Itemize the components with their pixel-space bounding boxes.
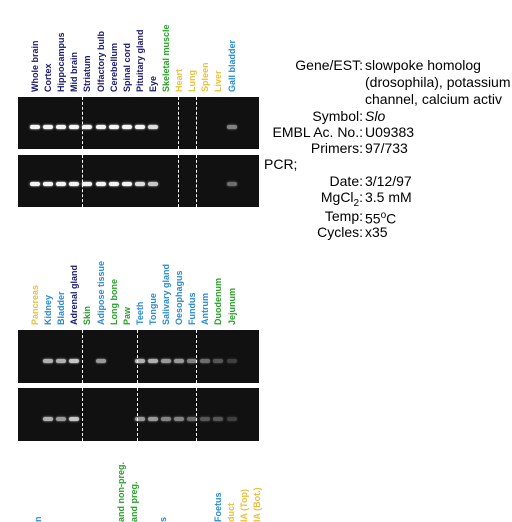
primers-key: Primers: <box>311 140 363 156</box>
gene-line-1: slowpoke homolog <box>365 57 481 73</box>
mgcl-key-text: MgCl <box>321 189 354 205</box>
lane-label: Pancreas <box>30 285 40 325</box>
panel-2-gel-2 <box>18 388 259 441</box>
cycles-value: x35 <box>365 224 388 240</box>
date-value: 3/12/97 <box>365 173 412 189</box>
gel-band <box>69 359 79 363</box>
symbol-key: Symbol: <box>312 108 363 124</box>
gel-band <box>43 359 53 363</box>
lane-label: Paw <box>122 307 132 325</box>
symbol-value: Slo <box>365 108 385 124</box>
gel-band <box>161 417 171 421</box>
gel-band <box>56 359 66 363</box>
gel-band <box>200 417 210 421</box>
lane-label: Salivary gland <box>161 264 171 325</box>
lane-label: IA (Top) <box>239 489 249 522</box>
lane-label: n <box>33 517 43 522</box>
gene-line-2: (drosophila), potassium <box>365 74 511 90</box>
lane-label: duct <box>226 503 236 522</box>
lane-divider <box>82 330 83 383</box>
lane-label: Adrenal gland <box>69 265 79 325</box>
embl-value: U09383 <box>365 124 414 140</box>
gel-band <box>200 359 210 363</box>
mgcl-key-colon: : <box>359 189 363 205</box>
lane-label: Teeth <box>135 302 145 325</box>
lane-label: Foetus <box>213 492 223 522</box>
lane-divider <box>196 388 197 441</box>
date-key: Date: <box>330 173 363 189</box>
gel-band <box>227 359 237 363</box>
lane-divider <box>196 330 197 383</box>
temp-key: Temp: <box>325 208 363 224</box>
lane-divider <box>137 388 138 441</box>
gel-band <box>227 417 237 421</box>
lane-label: Jejunum <box>227 288 237 325</box>
lane-label: Duodenum <box>213 278 223 325</box>
gel-band <box>161 359 171 363</box>
cycles-key: Cycles: <box>317 224 363 240</box>
lane-label: IA (Bot.) <box>252 487 262 522</box>
lane-label: and non-preg. <box>116 462 126 522</box>
gel-band <box>148 359 158 363</box>
gene-info: Gene/EST: slowpoke homolog (drosophila),… <box>0 0 512 260</box>
pcr-heading: PCR; <box>264 156 297 172</box>
panel-2-gel-1 <box>18 330 259 383</box>
gel-band <box>174 417 184 421</box>
lane-label: Bladder <box>56 291 66 325</box>
gel-band <box>69 417 79 421</box>
gel-band <box>56 417 66 421</box>
lane-label: Long bone <box>109 279 119 325</box>
lane-label: Tongue <box>148 293 158 325</box>
gel-band <box>148 417 158 421</box>
gene-key: Gene/EST: <box>295 57 363 73</box>
lane-label: Fundus <box>187 293 197 326</box>
lane-divider <box>137 330 138 383</box>
primers-value: 97/733 <box>365 140 408 156</box>
mgcl-value: 3.5 mM <box>365 189 412 205</box>
lane-label: Oesophagus <box>174 270 184 325</box>
gel-band <box>174 359 184 363</box>
gel-band <box>213 417 223 421</box>
lane-divider <box>82 388 83 441</box>
gel-band <box>96 359 106 363</box>
embl-key: EMBL Ac. No.: <box>272 124 363 140</box>
gene-line-3: channel, calcium activ <box>365 91 502 107</box>
lane-label: Antrum <box>200 293 210 325</box>
lane-label: and preg. <box>129 481 139 522</box>
gel-band <box>213 359 223 363</box>
gel-band <box>43 417 53 421</box>
lane-label: s <box>158 517 168 522</box>
lane-label: Adipose tissue <box>96 261 106 325</box>
lane-label: Skin <box>82 306 92 325</box>
lane-label: Kidney <box>43 295 53 325</box>
